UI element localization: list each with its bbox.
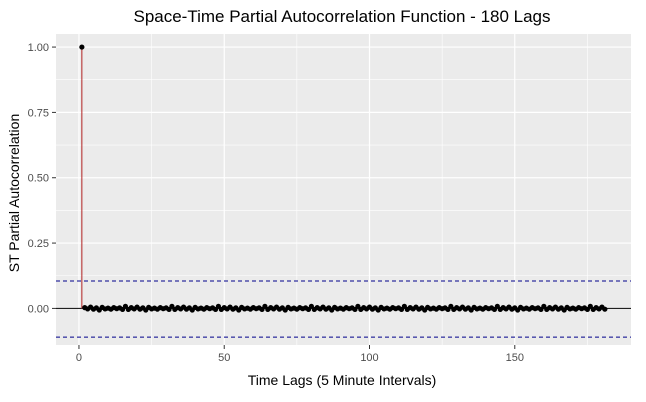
chart-title: Space-Time Partial Autocorrelation Funct…	[133, 7, 550, 26]
x-axis-title: Time Lags (5 Minute Intervals)	[248, 372, 437, 388]
y-tick-label: 0.75	[28, 107, 49, 119]
y-tick-label: 0.25	[28, 238, 49, 250]
x-tick-label: 0	[76, 352, 82, 364]
y-axis-title: ST Partial Autocorrelation	[6, 114, 22, 273]
pacf-point	[79, 44, 85, 50]
x-axis-ticks: 0 50 100 150	[76, 345, 524, 364]
y-tick-label: 0.00	[28, 303, 49, 315]
x-tick-label: 50	[218, 352, 230, 364]
plot-panel	[56, 34, 631, 345]
pacf-point	[602, 306, 608, 312]
x-tick-label: 100	[360, 352, 378, 364]
y-tick-label: 0.50	[28, 173, 49, 185]
x-tick-label: 150	[506, 352, 524, 364]
confidence-bounds	[56, 280, 631, 338]
y-tick-label: 1.00	[28, 42, 49, 54]
y-axis-ticks: 0.00 0.25 0.50 0.75 1.00	[28, 42, 56, 315]
points	[79, 44, 608, 313]
